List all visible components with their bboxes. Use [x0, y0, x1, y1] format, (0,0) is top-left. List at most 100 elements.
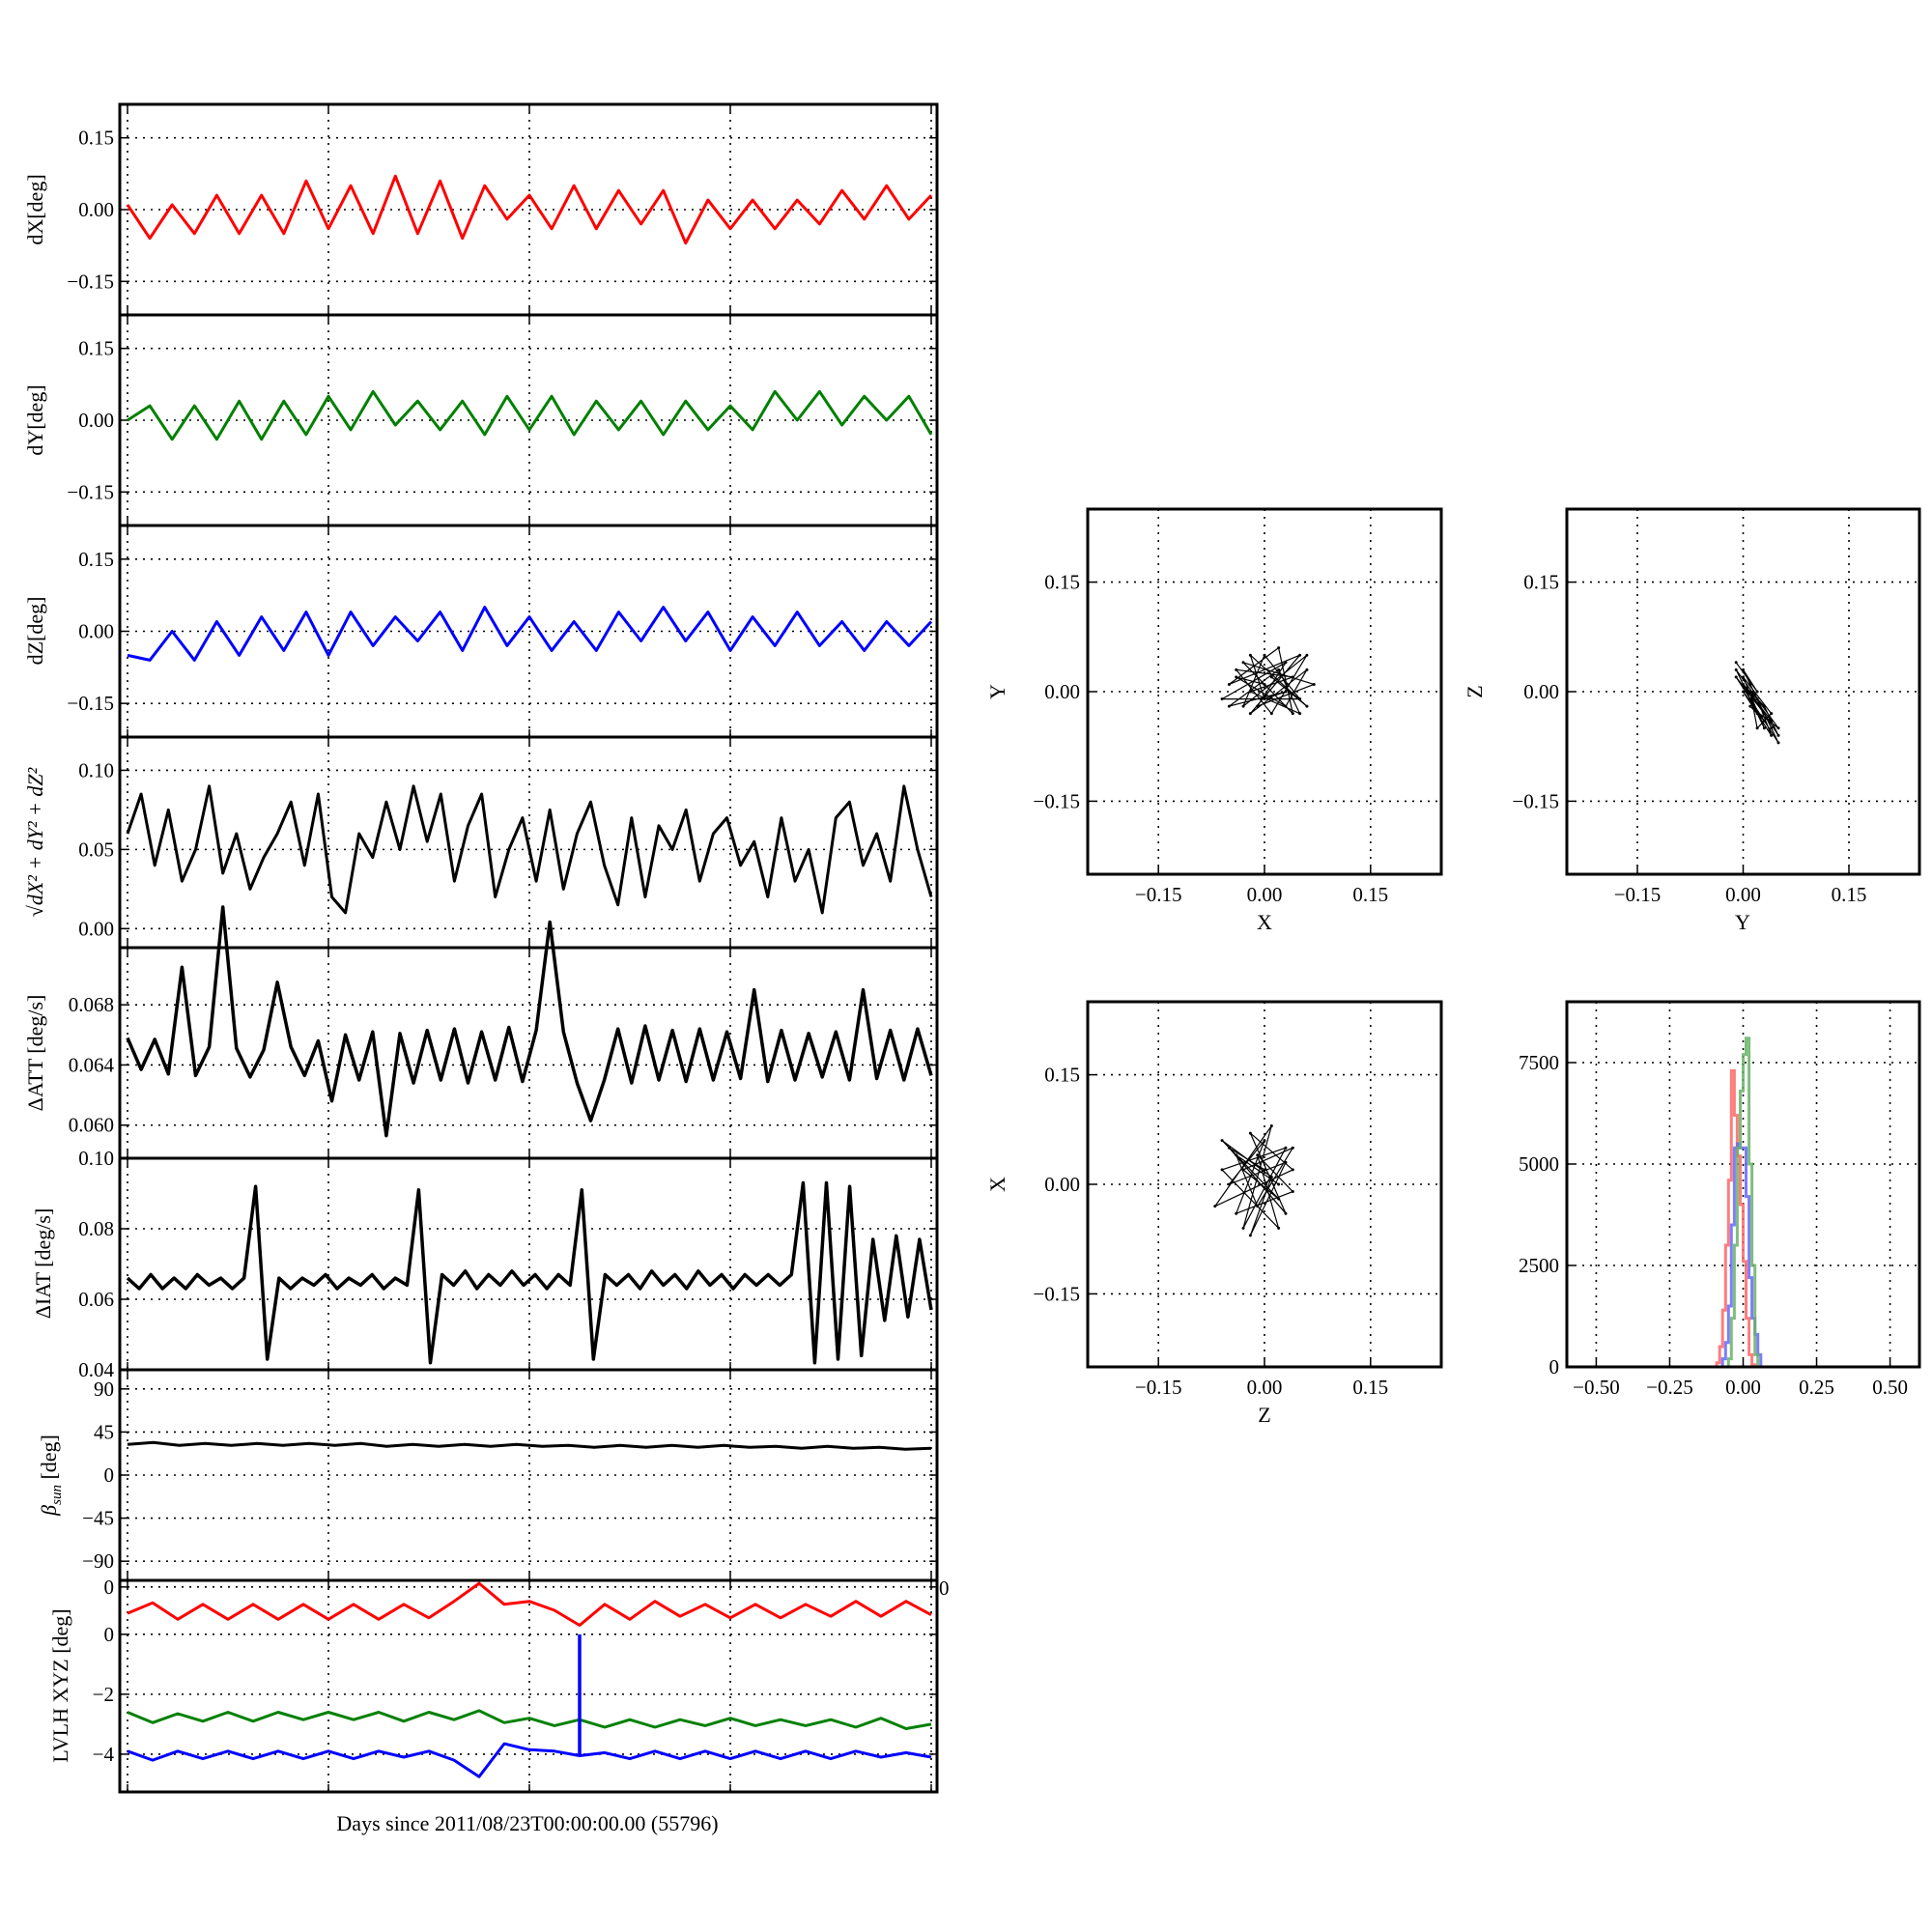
- panel-beta: 90 45 0 −45 −90: [82, 1368, 939, 1582]
- scatter-point: [1305, 653, 1309, 657]
- scatter-point: [1762, 712, 1766, 716]
- scatter-point: [1277, 1197, 1281, 1201]
- panel-frame: [118, 102, 939, 317]
- y-tick-label: 0.00: [1523, 680, 1559, 703]
- scatter-point: [1241, 704, 1245, 708]
- y-tick-label: −4: [93, 1743, 115, 1766]
- scatter-point: [1263, 653, 1266, 657]
- scatter-point: [1241, 1226, 1245, 1230]
- scatter-point: [1748, 704, 1752, 708]
- y-tick-label: 0.15: [1044, 1064, 1080, 1087]
- scatter-point: [1284, 704, 1288, 708]
- x-tick-label: 0.15: [1832, 883, 1867, 906]
- lvlh-right-tick-label: 0: [939, 1577, 950, 1600]
- scatter-point: [1312, 682, 1316, 686]
- xy-xlabel: X: [1257, 910, 1272, 934]
- scatter-point: [1291, 1190, 1294, 1194]
- panel-frame: [118, 1578, 939, 1794]
- scatter-point: [1263, 682, 1266, 686]
- panel-norm: 0.10 0.05 0.00: [78, 735, 939, 950]
- scatter-point: [1263, 1168, 1266, 1172]
- y-tick-label: −2: [93, 1683, 114, 1706]
- series-line-datt-0: [126, 905, 933, 1138]
- panel-dZ: 0.15 0.00 −0.15: [67, 524, 939, 739]
- x-tick-label: 0.00: [1247, 883, 1283, 906]
- x-tick-label: 0.00: [1725, 883, 1761, 906]
- scatter-point: [1734, 675, 1738, 679]
- scatter-point: [1263, 697, 1266, 701]
- y-tick-label: 0.15: [78, 337, 114, 360]
- y-tick-label: 0.064: [69, 1053, 115, 1076]
- scatter-point: [1235, 1153, 1238, 1157]
- y-tick-label: 2500: [1519, 1254, 1559, 1277]
- scatter-track-yz: [1735, 662, 1779, 744]
- y-tick-label: 0.00: [78, 409, 114, 432]
- scatter-point: [1748, 682, 1752, 686]
- x-tick-label: 0.00: [1247, 1376, 1283, 1399]
- ylabel-dy: dY[deg]: [23, 384, 47, 455]
- ylabel-dz: dZ[deg]: [23, 597, 47, 666]
- scatter-point: [1742, 668, 1745, 671]
- scatter-point: [1269, 1124, 1273, 1128]
- panel-frame: [118, 1368, 939, 1582]
- x-axis-label: Days since 2011/08/23T00:00:00.00 (55796…: [336, 1811, 718, 1835]
- scatter-point: [1256, 1205, 1260, 1208]
- y-tick-label: −90: [82, 1549, 114, 1573]
- scatter-point: [1277, 668, 1281, 671]
- y-tick-label: 0.15: [78, 127, 114, 150]
- x-tick-label: −0.25: [1646, 1376, 1693, 1399]
- scatter-point: [1776, 733, 1780, 737]
- panel-hist: −0.50 −0.25 0.00 0.25 0.50 7500 5000 2500 0: [1519, 1000, 1921, 1399]
- panel-zx: −0.15 0.00 0.15 0.15 0.00 −0.15: [1033, 1000, 1443, 1399]
- scatter-point: [1742, 675, 1745, 679]
- y-tick-label: 0.00: [1044, 680, 1080, 703]
- histogram-series-0: [1567, 1068, 1919, 1369]
- y-tick-label: 0.06: [78, 1288, 114, 1311]
- scatter-point: [1298, 697, 1302, 701]
- y-tick-label: 0: [104, 1576, 115, 1599]
- scatter-point: [1770, 719, 1774, 723]
- scatter-point: [1284, 1211, 1288, 1215]
- scatter-point: [1762, 719, 1766, 723]
- x-tick-label: 0.25: [1799, 1376, 1834, 1399]
- scatter-point: [1227, 1146, 1231, 1150]
- series-line-dY-0: [127, 389, 933, 441]
- scatter-point: [1284, 1146, 1288, 1150]
- y-tick-label: −0.15: [1033, 789, 1080, 812]
- y-tick-label: −0.15: [67, 692, 114, 715]
- y-tick-label: 0: [1549, 1355, 1560, 1378]
- series-line-lvlh-2: [127, 1742, 932, 1778]
- scatter-point: [1298, 653, 1302, 657]
- scatter-point: [1305, 668, 1309, 671]
- scatter-point: [1291, 1146, 1294, 1150]
- y-tick-label: 0.15: [1523, 571, 1559, 594]
- y-tick-label: 0.04: [78, 1358, 114, 1381]
- panel-dX: 0.15 0.00 −0.15: [67, 102, 939, 317]
- scatter-point: [1235, 668, 1238, 671]
- scatter-point: [1762, 704, 1766, 708]
- scatter-point: [1235, 675, 1238, 679]
- panel-xy: −0.15 0.00 0.15 0.15 0.00 −0.15: [1033, 507, 1443, 906]
- scatter-point: [1734, 661, 1738, 665]
- scatter-point: [1227, 682, 1231, 686]
- zx-xlabel: Z: [1258, 1403, 1270, 1427]
- scatter-point: [1269, 712, 1273, 716]
- series-line-beta-0: [127, 1440, 932, 1451]
- scatter-point: [1263, 1139, 1266, 1143]
- y-tick-label: 0.10: [78, 1147, 114, 1170]
- scatter-point: [1776, 741, 1780, 745]
- y-tick-label: 0.00: [78, 917, 114, 940]
- y-tick-label: 0.15: [78, 548, 114, 571]
- scatter-point: [1291, 675, 1294, 679]
- histogram-series-2: [1567, 1037, 1919, 1369]
- series-line-lvlh-0: [127, 1581, 932, 1627]
- scatter-point: [1291, 1168, 1294, 1172]
- scatter-point: [1227, 1182, 1231, 1186]
- scatter-point: [1748, 690, 1752, 694]
- panel-diat: 0.10 0.08 0.06 0.04: [78, 1147, 939, 1381]
- scatter-point: [1755, 726, 1759, 730]
- scatter-point: [1284, 1160, 1288, 1164]
- x-tick-label: 0.50: [1872, 1376, 1908, 1399]
- scatter-point: [1762, 726, 1766, 730]
- yz-xlabel: Y: [1735, 910, 1750, 934]
